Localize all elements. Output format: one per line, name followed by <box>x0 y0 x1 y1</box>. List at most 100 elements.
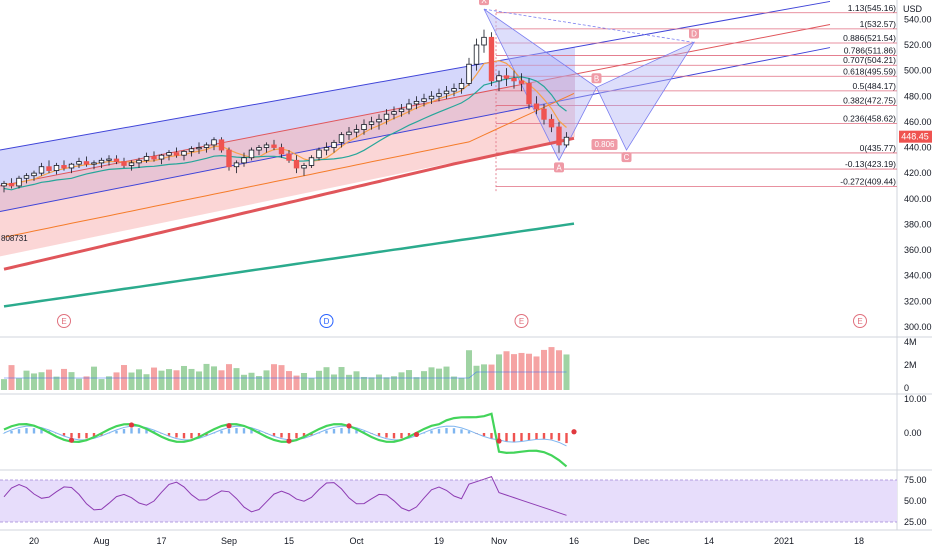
time-tick-label: 17 <box>156 536 166 546</box>
last-price-label: 448.45 <box>901 132 929 142</box>
volume-bar <box>53 376 60 390</box>
macd-tick-label: 10.00 <box>904 394 927 404</box>
volume-bar <box>436 368 442 390</box>
candle-body <box>113 158 120 162</box>
macd-cross-dot <box>496 438 502 444</box>
fib-label: 0.786(511.86) <box>844 45 896 55</box>
fib-label: -0.13(423.19) <box>845 159 896 169</box>
volume-bar <box>248 372 255 390</box>
candle-body <box>428 95 435 100</box>
candle-body <box>31 172 37 177</box>
macd-hist-bar <box>527 433 531 441</box>
macd-cross-dot <box>226 423 232 429</box>
candle-body <box>413 100 420 105</box>
fib-label: 0.886(521.54) <box>843 33 896 43</box>
price-tick-label: 460.00 <box>904 117 932 127</box>
volume-bar <box>16 378 22 390</box>
volume-tick-label: 4M <box>904 337 917 347</box>
fib-label: 0.5(484.17) <box>853 81 897 91</box>
macd-hist-bar <box>512 433 516 442</box>
volume-bar <box>188 368 195 390</box>
candle-body <box>143 156 150 161</box>
harmonic-point-label: A <box>556 163 562 172</box>
event-label: E <box>519 317 524 326</box>
macd-hist-bar <box>325 430 328 434</box>
time-tick-label: Nov <box>491 536 508 546</box>
harmonic-ratio-box <box>591 138 618 150</box>
harmonic-point-label: B <box>594 74 599 83</box>
candles <box>1 29 570 193</box>
macd-hist-bar <box>92 433 96 438</box>
price-channel <box>0 0 831 257</box>
macd-hist-bar <box>122 429 126 434</box>
volume-bar <box>406 370 412 390</box>
macd-signal-line <box>3 425 567 447</box>
harmonic-bcd <box>595 41 696 151</box>
macd-hist-bar <box>182 433 186 439</box>
volume-bar <box>143 374 150 390</box>
candle-body <box>1 182 7 187</box>
macd-hist-bar <box>437 428 441 434</box>
time-tick-label: 14 <box>704 536 714 546</box>
last-price-box <box>899 130 932 143</box>
candle-body <box>436 93 442 97</box>
candle-body <box>8 182 15 187</box>
volume-bar <box>376 374 382 390</box>
macd-hist-bar <box>242 428 246 434</box>
volume-bar <box>136 369 142 390</box>
volume-bar <box>158 370 165 390</box>
volume-ma-line <box>4 371 567 379</box>
macd-hist-bar <box>392 433 396 439</box>
currency-label: USD <box>903 4 923 14</box>
macd-hist-bar <box>497 433 501 441</box>
rsi-tick-label: 50.00 <box>904 496 927 506</box>
volume-bar <box>338 367 345 390</box>
rsi-band <box>0 480 897 522</box>
volume-bar <box>518 352 525 390</box>
macd-hist-bar <box>490 433 493 439</box>
rsi-line <box>3 475 567 516</box>
volume-bar <box>541 349 547 390</box>
volume-bar <box>398 372 405 390</box>
fib-label: 0.382(472.75) <box>843 96 896 106</box>
time-tick-label: Sep <box>221 536 237 546</box>
macd-hist-bar <box>2 433 6 434</box>
macd-hist-bar <box>220 430 223 434</box>
ma-ema-line <box>3 92 575 238</box>
time-tick-label: Oct <box>349 536 364 546</box>
price-tick-label: 440.00 <box>904 143 932 153</box>
macd-hist-bar <box>40 429 43 434</box>
macd-hist-bar <box>70 433 73 438</box>
volume-bar <box>271 364 277 390</box>
candle-body <box>16 177 22 187</box>
rsi-pane <box>0 475 897 523</box>
macd-hist-bar <box>25 428 28 434</box>
candle-body <box>481 36 487 46</box>
volume-bar <box>8 365 15 390</box>
macd-hist-bar <box>347 428 351 434</box>
volume-tick-label: 0 <box>904 383 909 393</box>
volume-tick-label: 2M <box>904 360 917 370</box>
event-circle <box>57 314 71 328</box>
candle-body <box>203 144 210 148</box>
macd-hist-bar <box>137 428 141 434</box>
volume-pane <box>1 347 570 390</box>
candle-body <box>548 118 555 128</box>
volume-bar <box>23 370 30 390</box>
macd-hist-bar <box>167 433 171 436</box>
volume-bar <box>323 367 330 390</box>
macd-hist-bar <box>557 433 561 441</box>
volume-bar <box>481 364 487 390</box>
event-circle <box>514 314 529 328</box>
candle-body <box>68 163 75 169</box>
macd-hist-bar <box>32 428 36 434</box>
volume-bar <box>466 350 472 390</box>
harmonic-pattern: X A B C D 0.806 <box>479 0 699 173</box>
event-label: E <box>61 317 66 326</box>
macd-hist-bar <box>272 433 276 436</box>
volume-bar <box>308 378 315 390</box>
volume-bar <box>233 368 240 390</box>
time-tick-label: Aug <box>93 536 109 546</box>
